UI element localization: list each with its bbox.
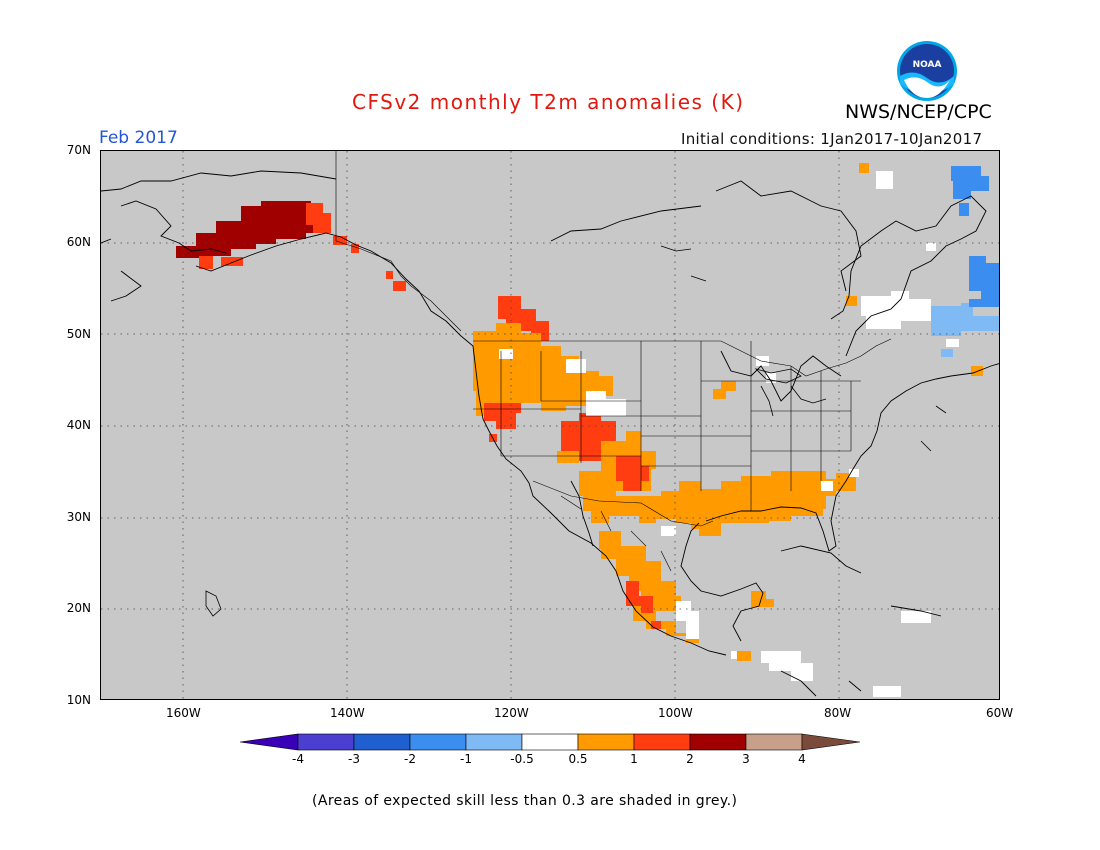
colorbar-box xyxy=(689,733,747,751)
lat-label-20n: 20N xyxy=(66,601,91,615)
colorbar-tick-label: -4 xyxy=(292,752,304,766)
map-canvas xyxy=(101,151,999,699)
colorbar-box xyxy=(297,733,355,751)
colorbar-box xyxy=(633,733,691,751)
noaa-logo: NOAA xyxy=(897,41,957,101)
anomaly-quebec-white xyxy=(861,171,959,347)
anomaly-caribbean-white xyxy=(761,611,931,697)
anomaly-nv-red xyxy=(484,403,521,442)
initial-conditions: Initial conditions: 1Jan2017-10Jan2017 xyxy=(681,130,983,148)
colorbar-boxes xyxy=(239,733,861,751)
lat-label-10n: 10N xyxy=(66,693,91,707)
anomaly-alaska-dark-red xyxy=(176,201,331,258)
lon-label-160w: 160W xyxy=(166,706,201,720)
chart-title: CFSv2 monthly T2m anomalies (K) xyxy=(352,90,745,114)
colorbar-tick-label: -3 xyxy=(348,752,360,766)
colorbar-box xyxy=(577,733,635,751)
colorbar-low-triangle xyxy=(239,733,299,751)
coastlines xyxy=(101,170,999,697)
anomaly-mexico-red xyxy=(626,581,661,629)
anomaly-east-white xyxy=(756,356,859,491)
lon-label-60w: 60W xyxy=(986,706,1014,720)
colorbar-box xyxy=(465,733,523,751)
anomaly-layer xyxy=(176,163,999,697)
lon-label-100w: 100W xyxy=(658,706,693,720)
lon-label-140w: 140W xyxy=(330,706,365,720)
anomaly-yucatan-orange xyxy=(737,591,774,661)
anomaly-labrador-lightblue xyxy=(931,303,999,357)
colorbar-tick-label: 1 xyxy=(630,752,638,766)
lat-label-30n: 30N xyxy=(66,510,91,524)
valid-month: Feb 2017 xyxy=(99,128,178,148)
colorbar-tick-label: -0.5 xyxy=(510,752,534,766)
lat-label-40n: 40N xyxy=(66,418,91,432)
anomaly-labrador-blue xyxy=(951,166,999,307)
lakes xyxy=(205,245,947,617)
colorbar-tick-label: -1 xyxy=(460,752,472,766)
lon-label-80w: 80W xyxy=(824,706,852,720)
colorbar-tick-label: 4 xyxy=(798,752,806,766)
anomaly-plains-orange xyxy=(599,376,736,399)
colorbar-tick-label: 2 xyxy=(686,752,694,766)
agency-label: NWS/NCEP/CPC xyxy=(845,101,992,123)
political-boundaries xyxy=(335,151,892,572)
map-panel xyxy=(100,150,1000,700)
colorbar-box xyxy=(409,733,467,751)
colorbar xyxy=(239,733,861,751)
colorbar-high-triangle xyxy=(801,733,861,751)
colorbar-box xyxy=(745,733,803,751)
colorbar-tick-label: 0.5 xyxy=(568,752,588,766)
anomaly-mexico-orange xyxy=(599,531,699,643)
lat-label-50n: 50N xyxy=(66,327,91,341)
footnote: (Areas of expected skill less than 0.3 a… xyxy=(312,793,738,809)
colorbar-tick-label: 3 xyxy=(742,752,750,766)
lon-label-120w: 120W xyxy=(494,706,529,720)
anomaly-pnw-orange xyxy=(473,323,613,416)
colorbar-box xyxy=(521,733,579,751)
colorbar-box xyxy=(353,733,411,751)
anomaly-wy-white xyxy=(499,349,626,416)
lat-label-60n: 60N xyxy=(66,235,91,249)
anomaly-southeast-orange xyxy=(741,471,836,521)
lat-label-70n: 70N xyxy=(66,143,91,157)
colorbar-tick-label: -2 xyxy=(404,752,416,766)
logo-text: NOAA xyxy=(913,60,942,70)
graticule xyxy=(101,151,999,699)
